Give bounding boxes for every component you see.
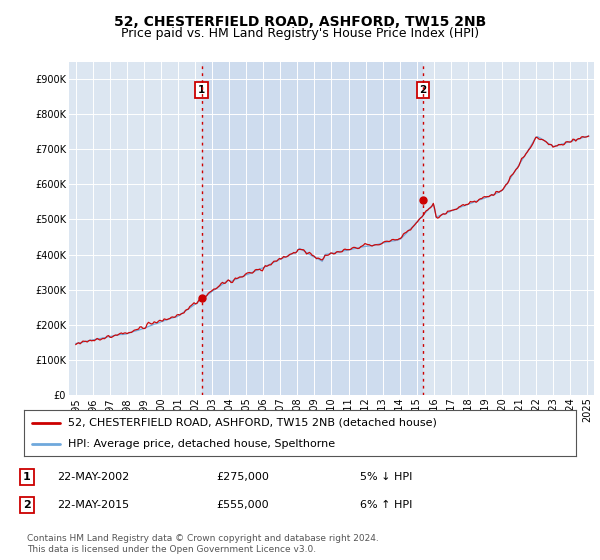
Text: Contains HM Land Registry data © Crown copyright and database right 2024.: Contains HM Land Registry data © Crown c… — [27, 534, 379, 543]
Text: 5% ↓ HPI: 5% ↓ HPI — [360, 472, 412, 482]
Text: HPI: Average price, detached house, Spelthorne: HPI: Average price, detached house, Spel… — [68, 439, 335, 449]
Text: Price paid vs. HM Land Registry's House Price Index (HPI): Price paid vs. HM Land Registry's House … — [121, 27, 479, 40]
Text: 2: 2 — [23, 500, 31, 510]
Text: 1: 1 — [198, 85, 205, 95]
Text: 2: 2 — [419, 85, 427, 95]
Text: £555,000: £555,000 — [216, 500, 269, 510]
Text: 22-MAY-2015: 22-MAY-2015 — [57, 500, 129, 510]
Text: 52, CHESTERFIELD ROAD, ASHFORD, TW15 2NB (detached house): 52, CHESTERFIELD ROAD, ASHFORD, TW15 2NB… — [68, 418, 437, 428]
Text: 1: 1 — [23, 472, 31, 482]
Text: 22-MAY-2002: 22-MAY-2002 — [57, 472, 129, 482]
Text: This data is licensed under the Open Government Licence v3.0.: This data is licensed under the Open Gov… — [27, 545, 316, 554]
Text: 52, CHESTERFIELD ROAD, ASHFORD, TW15 2NB: 52, CHESTERFIELD ROAD, ASHFORD, TW15 2NB — [114, 15, 486, 29]
Text: 6% ↑ HPI: 6% ↑ HPI — [360, 500, 412, 510]
Bar — [202, 62, 423, 395]
Text: £275,000: £275,000 — [216, 472, 269, 482]
